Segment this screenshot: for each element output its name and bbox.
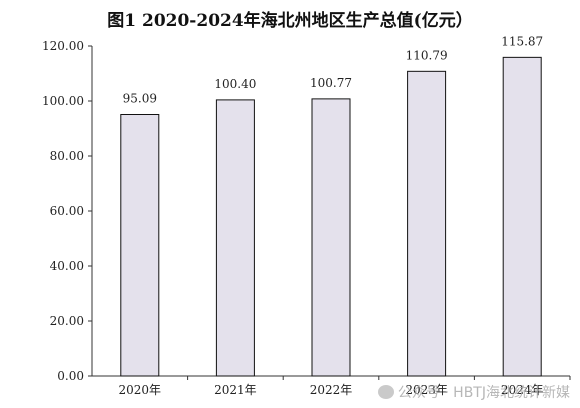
x-tick-label: 2024年	[501, 383, 544, 397]
y-tick-label: 40.00	[50, 259, 84, 273]
bar	[215, 99, 255, 377]
x-tick-label: 2022年	[310, 383, 353, 397]
chart-title: 图1 2020-2024年海北州地区生产总值(亿元）	[107, 11, 473, 31]
y-tick-label: 120.00	[42, 39, 84, 53]
data-label: 100.40	[214, 77, 256, 91]
data-label: 110.79	[406, 48, 448, 62]
watermark: 公众号 · HBTJ海北统计新媒	[377, 382, 570, 402]
y-tick-label: 100.00	[42, 94, 84, 108]
x-tick-label: 2020年	[119, 383, 162, 397]
watermark-text: 公众号 · HBTJ海北统计新媒	[397, 385, 570, 401]
x-tick-label: 2023年	[405, 383, 448, 397]
data-label: 100.77	[310, 76, 352, 90]
bar	[502, 56, 542, 377]
data-label: 115.87	[501, 34, 543, 48]
y-tick-label: 80.00	[50, 149, 84, 163]
bar	[311, 98, 351, 377]
x-tick-label: 2021年	[214, 383, 257, 397]
wechat-icon	[377, 385, 394, 399]
y-tick-label: 60.00	[50, 204, 84, 218]
bar	[407, 70, 447, 377]
y-tick-label: 20.00	[50, 314, 84, 328]
y-tick-label: 0.00	[57, 369, 84, 383]
bar	[120, 114, 160, 377]
data-label: 95.09	[123, 92, 157, 106]
